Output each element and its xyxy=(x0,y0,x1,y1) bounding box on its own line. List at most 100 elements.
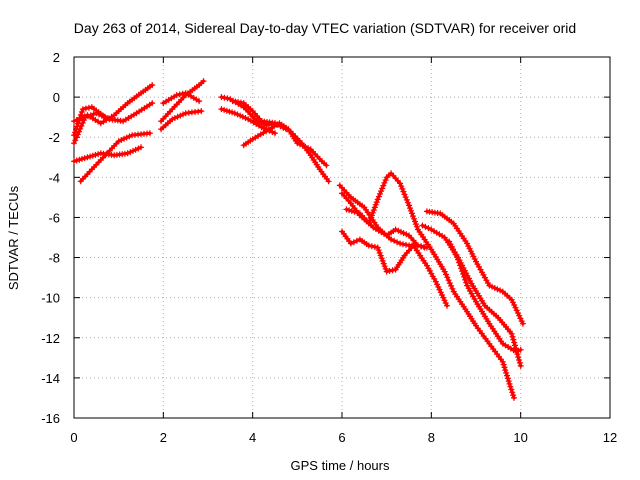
data-point-marker xyxy=(462,276,469,283)
data-point-marker xyxy=(441,297,448,304)
data-point-marker xyxy=(87,112,94,119)
data-point-marker xyxy=(84,154,91,161)
data-point-marker xyxy=(346,207,353,214)
data-point-marker xyxy=(486,282,493,289)
series-track-5 xyxy=(77,130,153,185)
y-tick-label: -8 xyxy=(48,251,60,266)
data-point-marker xyxy=(406,202,412,209)
data-point-marker xyxy=(221,106,228,113)
data-point-marker xyxy=(502,367,509,374)
data-point-marker xyxy=(395,227,402,234)
data-point-marker xyxy=(509,333,516,340)
data-point-marker xyxy=(377,190,383,197)
data-point-marker xyxy=(123,134,130,141)
data-point-marker xyxy=(409,210,415,217)
data-point-marker xyxy=(460,271,467,277)
data-point-marker xyxy=(198,108,205,115)
y-tick-label: 2 xyxy=(53,50,60,65)
data-point-marker xyxy=(378,188,385,195)
data-point-marker xyxy=(512,304,519,311)
data-point-marker xyxy=(72,137,79,144)
data-point-marker xyxy=(516,312,523,319)
data-point-marker xyxy=(85,113,91,120)
data-point-marker xyxy=(456,259,463,266)
data-point-marker xyxy=(118,137,125,143)
data-point-marker xyxy=(374,244,381,251)
data-point-marker xyxy=(516,357,522,363)
data-point-marker xyxy=(71,140,77,147)
data-point-marker xyxy=(503,369,510,376)
data-point-marker xyxy=(403,196,410,203)
data-point-marker xyxy=(504,375,511,382)
data-point-marker xyxy=(399,185,406,192)
data-point-marker xyxy=(414,242,421,249)
series-track-8 xyxy=(160,90,203,107)
data-point-marker xyxy=(494,286,501,293)
data-point-marker xyxy=(449,285,456,292)
x-tick-label: 2 xyxy=(160,430,167,445)
data-point-marker xyxy=(132,146,139,153)
data-point-marker xyxy=(400,241,406,248)
data-point-marker xyxy=(369,209,376,216)
data-point-marker xyxy=(95,151,102,158)
series-layer xyxy=(71,78,526,401)
data-point-marker xyxy=(511,394,517,401)
data-point-marker xyxy=(381,179,388,186)
data-point-marker xyxy=(388,236,395,243)
data-point-marker xyxy=(507,383,514,390)
data-point-marker xyxy=(398,183,405,190)
data-point-marker xyxy=(179,90,186,97)
data-point-marker xyxy=(437,289,444,296)
data-point-marker xyxy=(173,92,180,99)
data-point-marker xyxy=(82,114,89,121)
y-tick-label: -6 xyxy=(48,210,60,225)
data-point-marker xyxy=(177,112,184,119)
data-point-marker xyxy=(71,158,77,165)
series-track-15 xyxy=(339,228,450,309)
data-point-marker xyxy=(517,315,524,322)
data-point-marker xyxy=(401,191,408,198)
data-point-marker xyxy=(407,205,413,212)
data-point-marker xyxy=(348,208,355,214)
data-point-marker xyxy=(392,226,399,233)
data-point-marker xyxy=(515,354,522,361)
data-point-marker xyxy=(149,100,156,107)
data-point-marker xyxy=(76,117,82,124)
data-point-marker xyxy=(77,111,84,118)
grid-lines xyxy=(74,57,610,418)
data-point-marker xyxy=(367,215,374,222)
y-axis-label: SDTVAR / TECUs xyxy=(6,185,21,290)
data-point-marker xyxy=(71,132,77,139)
data-point-marker xyxy=(373,199,380,206)
data-point-marker xyxy=(379,257,386,264)
data-point-marker xyxy=(504,372,510,379)
data-point-marker xyxy=(461,273,468,280)
data-point-marker xyxy=(196,98,203,105)
data-point-marker xyxy=(419,222,426,229)
data-point-marker xyxy=(375,247,382,254)
data-point-marker xyxy=(226,108,233,115)
data-point-marker xyxy=(379,185,386,192)
data-point-marker xyxy=(234,111,241,118)
data-point-marker xyxy=(463,279,470,286)
data-point-marker xyxy=(73,157,80,164)
data-point-marker xyxy=(403,231,410,238)
data-point-marker xyxy=(434,281,440,288)
data-point-marker xyxy=(180,111,186,118)
x-tick-label: 6 xyxy=(338,430,345,445)
data-point-marker xyxy=(510,392,517,399)
data-point-marker xyxy=(174,113,181,120)
data-point-marker xyxy=(445,277,452,284)
data-point-marker xyxy=(432,278,439,285)
data-point-marker xyxy=(138,144,144,151)
y-tick-label: -12 xyxy=(41,331,60,346)
data-point-marker xyxy=(506,380,513,387)
series-track-3 xyxy=(71,104,109,139)
data-point-marker xyxy=(517,362,524,369)
data-point-marker xyxy=(412,221,419,228)
data-point-marker xyxy=(397,180,404,187)
data-point-marker xyxy=(444,274,451,281)
data-point-marker xyxy=(90,111,97,118)
data-point-marker xyxy=(229,109,236,116)
